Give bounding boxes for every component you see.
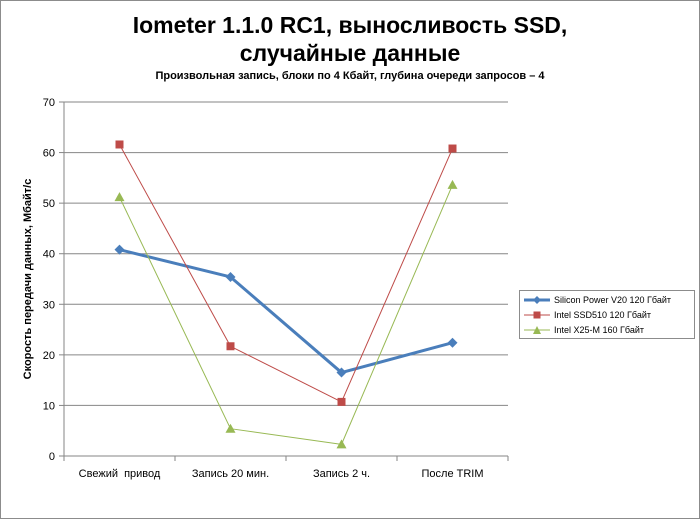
legend-swatch-intel-ssd510 <box>524 311 550 319</box>
legend-label-intel-ssd510: Intel SSD510 120 Гбайт <box>554 310 652 320</box>
y-tick-label-0: 0 <box>49 451 55 463</box>
chart-title-line2: случайные данные <box>239 40 461 66</box>
data-point-s0-3 <box>447 337 458 348</box>
legend-item-intel-x25m: Intel X25-M 160 Гбайт <box>524 323 644 337</box>
legend-item-silicon-power: Silicon Power V20 120 Гбайт <box>524 293 671 307</box>
legend-label-intel-x25m: Intel X25-M 160 Гбайт <box>554 325 645 335</box>
y-tick-label-40: 40 <box>43 249 55 261</box>
x-tick-label-2: Запись 2 ч. <box>313 468 370 480</box>
x-tick-label-3: После TRIM <box>422 468 484 480</box>
chart-legend: Silicon Power V20 120 Гбайт Intel SSD510… <box>519 290 695 339</box>
legend-swatch-intel-x25m <box>524 326 550 334</box>
data-point-s1-1 <box>226 342 235 351</box>
legend-label-silicon-power: Silicon Power V20 120 Гбайт <box>554 295 672 305</box>
data-point-s2-1 <box>225 423 236 433</box>
data-point-s1-2 <box>337 397 346 406</box>
y-tick-label-70: 70 <box>43 97 55 109</box>
y-tick-label-50: 50 <box>43 198 55 210</box>
data-point-s0-2 <box>336 367 347 378</box>
x-tick-label-0: Свежий привод <box>79 468 161 480</box>
legend-swatch-silicon-power <box>524 296 550 304</box>
y-tick-label-30: 30 <box>43 299 55 311</box>
legend-item-intel-ssd510: Intel SSD510 120 Гбайт <box>524 308 651 322</box>
data-point-s0-0 <box>114 244 125 255</box>
data-point-s1-0 <box>115 140 124 149</box>
y-axis-label: Скорость передачи данных, Мбайт/с <box>22 179 34 380</box>
y-tick-label-60: 60 <box>43 148 55 160</box>
chart-title-line1: Iometer 1.1.0 RC1, выносливость SSD, <box>132 12 568 38</box>
series-line-1 <box>119 144 453 403</box>
data-point-s2-2 <box>336 439 347 449</box>
data-point-s2-3 <box>447 179 458 189</box>
x-tick-label-1: Запись 20 мин. <box>192 468 269 480</box>
data-point-s2-0 <box>114 192 125 202</box>
chart-subtitle: Произвольная запись, блоки по 4 Кбайт, г… <box>155 70 545 82</box>
data-point-s0-1 <box>225 271 236 282</box>
data-point-s1-3 <box>448 144 457 153</box>
series-line-2 <box>119 184 453 445</box>
y-tick-label-10: 10 <box>43 400 55 412</box>
series-line-0 <box>119 248 453 375</box>
y-tick-label-20: 20 <box>43 350 55 362</box>
